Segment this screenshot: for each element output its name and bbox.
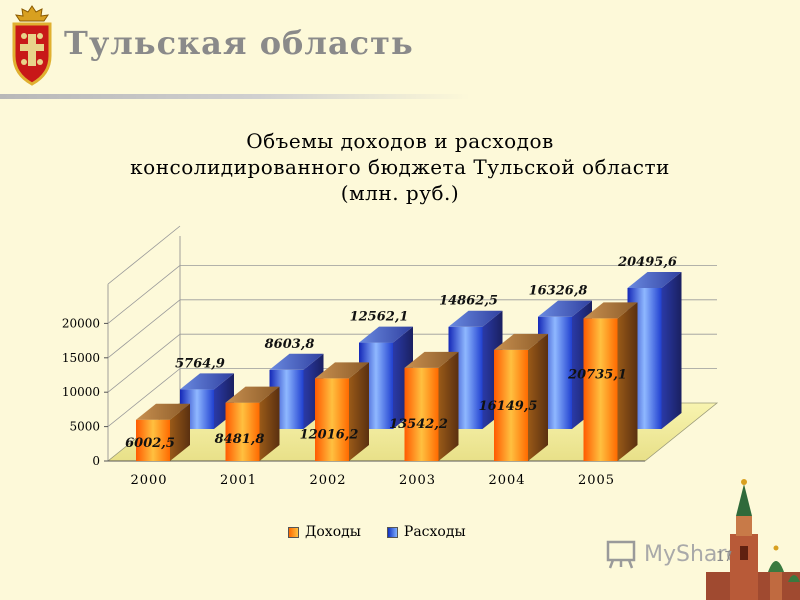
chart-axes: 0 5000 10000 15000 20000 bbox=[62, 316, 645, 468]
y-tick-label: 20000 bbox=[62, 316, 100, 330]
chart-labels: 2000 5764,9 6002,5 2001 8603,8 8481,8 2002 1256… bbox=[125, 255, 677, 488]
x-tick-label: 2001 bbox=[220, 473, 257, 488]
income-bar-side bbox=[438, 351, 459, 461]
income-bar-front bbox=[404, 367, 439, 461]
expense-bar-top bbox=[538, 300, 592, 317]
region-title: Тульская область bbox=[64, 24, 414, 62]
legend-swatch-income bbox=[288, 526, 299, 538]
expense-bar bbox=[627, 271, 682, 429]
expense-bar-top bbox=[180, 373, 234, 390]
expense-data-label: 12562,1 bbox=[350, 310, 409, 325]
income-bar bbox=[225, 386, 280, 461]
income-bar bbox=[315, 362, 369, 461]
income-bar-top bbox=[225, 386, 280, 403]
income-bar-top bbox=[315, 362, 369, 379]
x-tick-label: 2003 bbox=[399, 473, 436, 488]
x-tick-label: 2005 bbox=[578, 473, 615, 488]
income-bar-front bbox=[225, 402, 260, 461]
kremlin-tower-icon bbox=[706, 479, 800, 600]
income-bar-top bbox=[136, 403, 190, 420]
expense-data-label: 8603,8 bbox=[265, 337, 315, 352]
expense-bar-top bbox=[269, 353, 324, 370]
x-tick-label: 2000 bbox=[130, 473, 167, 488]
expense-bar-top bbox=[627, 271, 682, 288]
legend-item-expense: Расходы bbox=[386, 524, 466, 540]
income-bar-front bbox=[136, 419, 170, 461]
chart-title-line-2: консолидированного бюджета Тульской обла… bbox=[130, 155, 670, 179]
expense-bar-top bbox=[359, 326, 413, 343]
income-bar-top bbox=[404, 351, 459, 368]
income-data-label: 13542,2 bbox=[389, 417, 448, 432]
income-bar-front bbox=[494, 349, 528, 461]
income-data-label: 12016,2 bbox=[300, 427, 359, 442]
x-tick-label: 2002 bbox=[309, 473, 346, 488]
legend-item-income: Доходы bbox=[288, 524, 361, 540]
income-data-label: 16149,5 bbox=[479, 399, 538, 414]
expense-data-label: 20495,6 bbox=[617, 255, 677, 270]
income-data-label: 20735,1 bbox=[567, 367, 627, 382]
income-bar-front bbox=[583, 318, 618, 461]
expense-data-label: 5764,9 bbox=[175, 356, 225, 371]
legend-swatch-expense bbox=[386, 526, 398, 538]
income-bar bbox=[404, 351, 459, 461]
income-data-label: 6002,5 bbox=[125, 436, 175, 451]
gridline bbox=[107, 264, 717, 324]
y-tick-label: 15000 bbox=[62, 351, 100, 365]
chart-title-line-3: (млн. руб.) bbox=[340, 181, 460, 205]
income-data-label: 8481,8 bbox=[215, 432, 265, 447]
income-bar bbox=[583, 302, 638, 461]
income-bar-top bbox=[583, 302, 638, 319]
x-tick-label: 2004 bbox=[488, 473, 525, 488]
gridline bbox=[107, 299, 717, 359]
y-tick-label: 0 bbox=[92, 454, 100, 468]
income-bar bbox=[494, 333, 548, 461]
income-bar-top bbox=[494, 333, 548, 350]
income-bar-side bbox=[528, 333, 548, 461]
chart-title: Объемы доходов и расходов консолидирован… bbox=[100, 128, 700, 206]
income-bar-side bbox=[170, 403, 190, 461]
page-number: 17 bbox=[716, 550, 733, 565]
expense-bar-side bbox=[661, 271, 682, 429]
chart-bars bbox=[136, 271, 682, 461]
slide-header: Тульская область bbox=[0, 0, 800, 100]
income-bar-front bbox=[315, 378, 349, 461]
income-bar bbox=[136, 403, 190, 461]
gridline bbox=[107, 225, 181, 285]
chart-title-line-1: Объемы доходов и расходов bbox=[246, 129, 554, 153]
chart-legend: Доходы Расходы bbox=[288, 523, 492, 541]
income-bar-side bbox=[349, 362, 369, 461]
y-tick-label: 10000 bbox=[62, 385, 100, 399]
income-bar-side bbox=[617, 302, 638, 461]
coat-of-arms-icon bbox=[12, 5, 52, 86]
expense-data-label: 14862,5 bbox=[439, 294, 498, 309]
y-tick-label: 5000 bbox=[69, 420, 100, 434]
expense-bar-top bbox=[448, 310, 503, 327]
header-divider bbox=[0, 94, 470, 99]
income-bar-side bbox=[259, 386, 280, 461]
legend-label-expense: Расходы bbox=[403, 524, 466, 540]
legend-label-income: Доходы bbox=[305, 524, 361, 540]
expense-data-label: 16326,8 bbox=[529, 284, 588, 299]
presentation-board-icon bbox=[606, 540, 636, 569]
